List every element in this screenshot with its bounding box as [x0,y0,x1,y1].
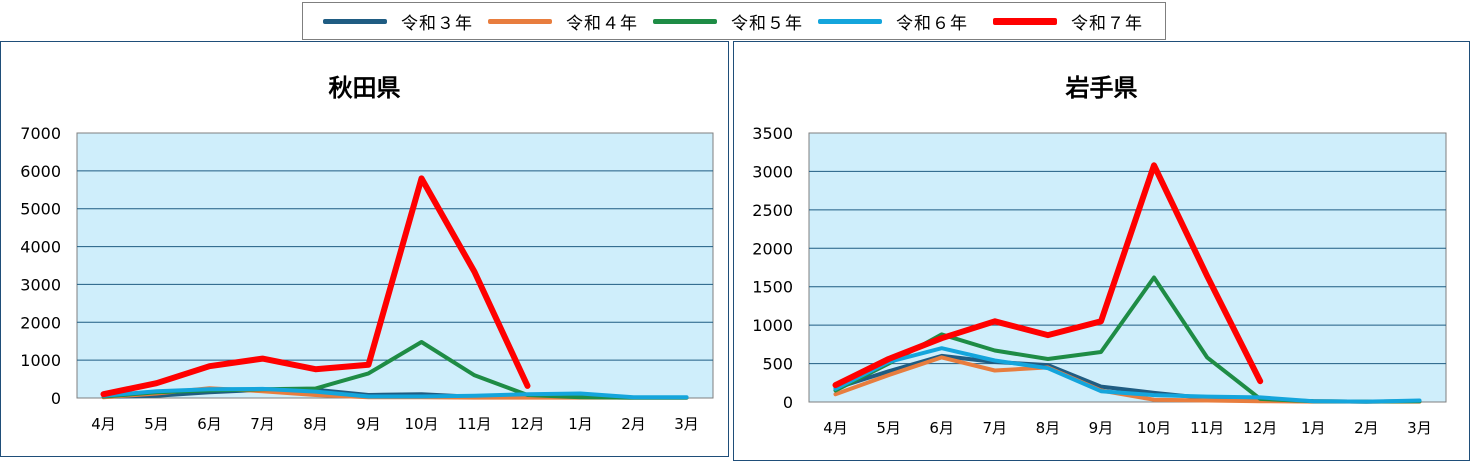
x-tick-label: 3月 [1407,419,1432,437]
x-tick-label: 4月 [91,415,116,433]
series-line-4 [101,386,689,400]
y-tick-label: 6000 [20,162,61,181]
y-tick-label: 1000 [752,316,793,335]
legend-line-swatch [818,18,882,24]
y-tick-label: 4000 [20,238,61,257]
x-tick-label: 2月 [621,415,646,433]
y-tick-label: 0 [51,389,61,408]
x-tick-label: 1月 [1301,419,1326,437]
y-tick-label: 2500 [752,201,793,220]
chart-title: 秋田県 [328,74,401,102]
legend-label: 令和５年 [731,13,803,34]
x-tick-label: 6月 [929,419,954,437]
legend-label: 令和３年 [401,13,473,34]
legend-line-swatch [323,18,387,24]
x-tick-label: 11月 [1190,419,1224,437]
x-tick-label: 1月 [568,415,593,433]
akita-line-chart: 0 1000 2000 3000 4000 5000 6000 7000 4月 5月 6月 7月 8月 9… [20,124,714,433]
legend-label: 令和４年 [566,13,638,34]
y-tick-label: 3000 [752,162,793,181]
y-tick-label: 1500 [752,278,793,297]
x-tick-label: 8月 [303,415,328,433]
x-tick-label: 5月 [876,419,901,437]
legend-label: 令和７年 [1071,13,1143,34]
y-tick-label: 0 [783,393,793,412]
x-tick-label: 7月 [983,419,1008,437]
y-tick-label: 2000 [752,239,793,258]
x-tick-label: 9月 [1089,419,1114,437]
y-tick-label: 1000 [20,351,61,370]
x-tick-label: 10月 [1137,419,1171,437]
legend-line-swatch [653,18,717,24]
legend-item: 令和５年 [653,3,803,39]
x-tick-label: 12月 [510,415,544,433]
chart-title: 岩手県 [1065,74,1138,102]
y-tick-label: 2000 [20,313,61,332]
legend-item: 令和４年 [488,3,638,39]
x-tick-label: 5月 [144,415,169,433]
legend-item: 令和７年 [993,3,1143,39]
y-tick-label: 7000 [20,124,61,143]
plot-area [808,132,1447,403]
x-tick-label: 7月 [250,415,275,433]
y-tick-label: 500 [762,355,793,374]
series-line-4 [833,346,1422,404]
legend-line-swatch [488,18,552,24]
x-tick-label: 3月 [674,415,699,433]
x-tick-label: 2月 [1354,419,1379,437]
x-tick-label: 11月 [457,415,491,433]
y-tick-label: 5000 [20,200,61,219]
legend-line-swatch [993,17,1057,25]
x-tick-label: 8月 [1036,419,1061,437]
legend-label: 令和６年 [896,13,968,34]
akita-chart-panel: 秋田県 0 1000 2000 3000 4000 5000 6000 7000 4月 5月 6月 7… [0,41,729,457]
iwate-line-chart: 0 500 1000 1500 2000 2500 3000 3500 4月 5月 6月 7月 8月 9月… [752,124,1447,437]
series-line-5 [100,175,531,398]
y-tick-label: 3000 [20,275,61,294]
y-tick-label: 3500 [752,124,793,143]
iwate-chart-panel: 岩手県 0 500 1000 1500 2000 2500 3000 3500 4月 5月 6月 7月… [733,41,1470,461]
x-tick-label: 10月 [404,415,438,433]
chart-legend: 令和３年 令和４年 令和５年 令和６年 令和７年 [302,2,1166,40]
legend-item: 令和３年 [323,3,473,39]
x-tick-label: 12月 [1243,419,1277,437]
legend-item: 令和６年 [818,3,968,39]
x-tick-label: 9月 [356,415,381,433]
x-tick-label: 4月 [823,419,848,437]
series-line-5 [832,162,1264,389]
x-tick-label: 6月 [197,415,222,433]
